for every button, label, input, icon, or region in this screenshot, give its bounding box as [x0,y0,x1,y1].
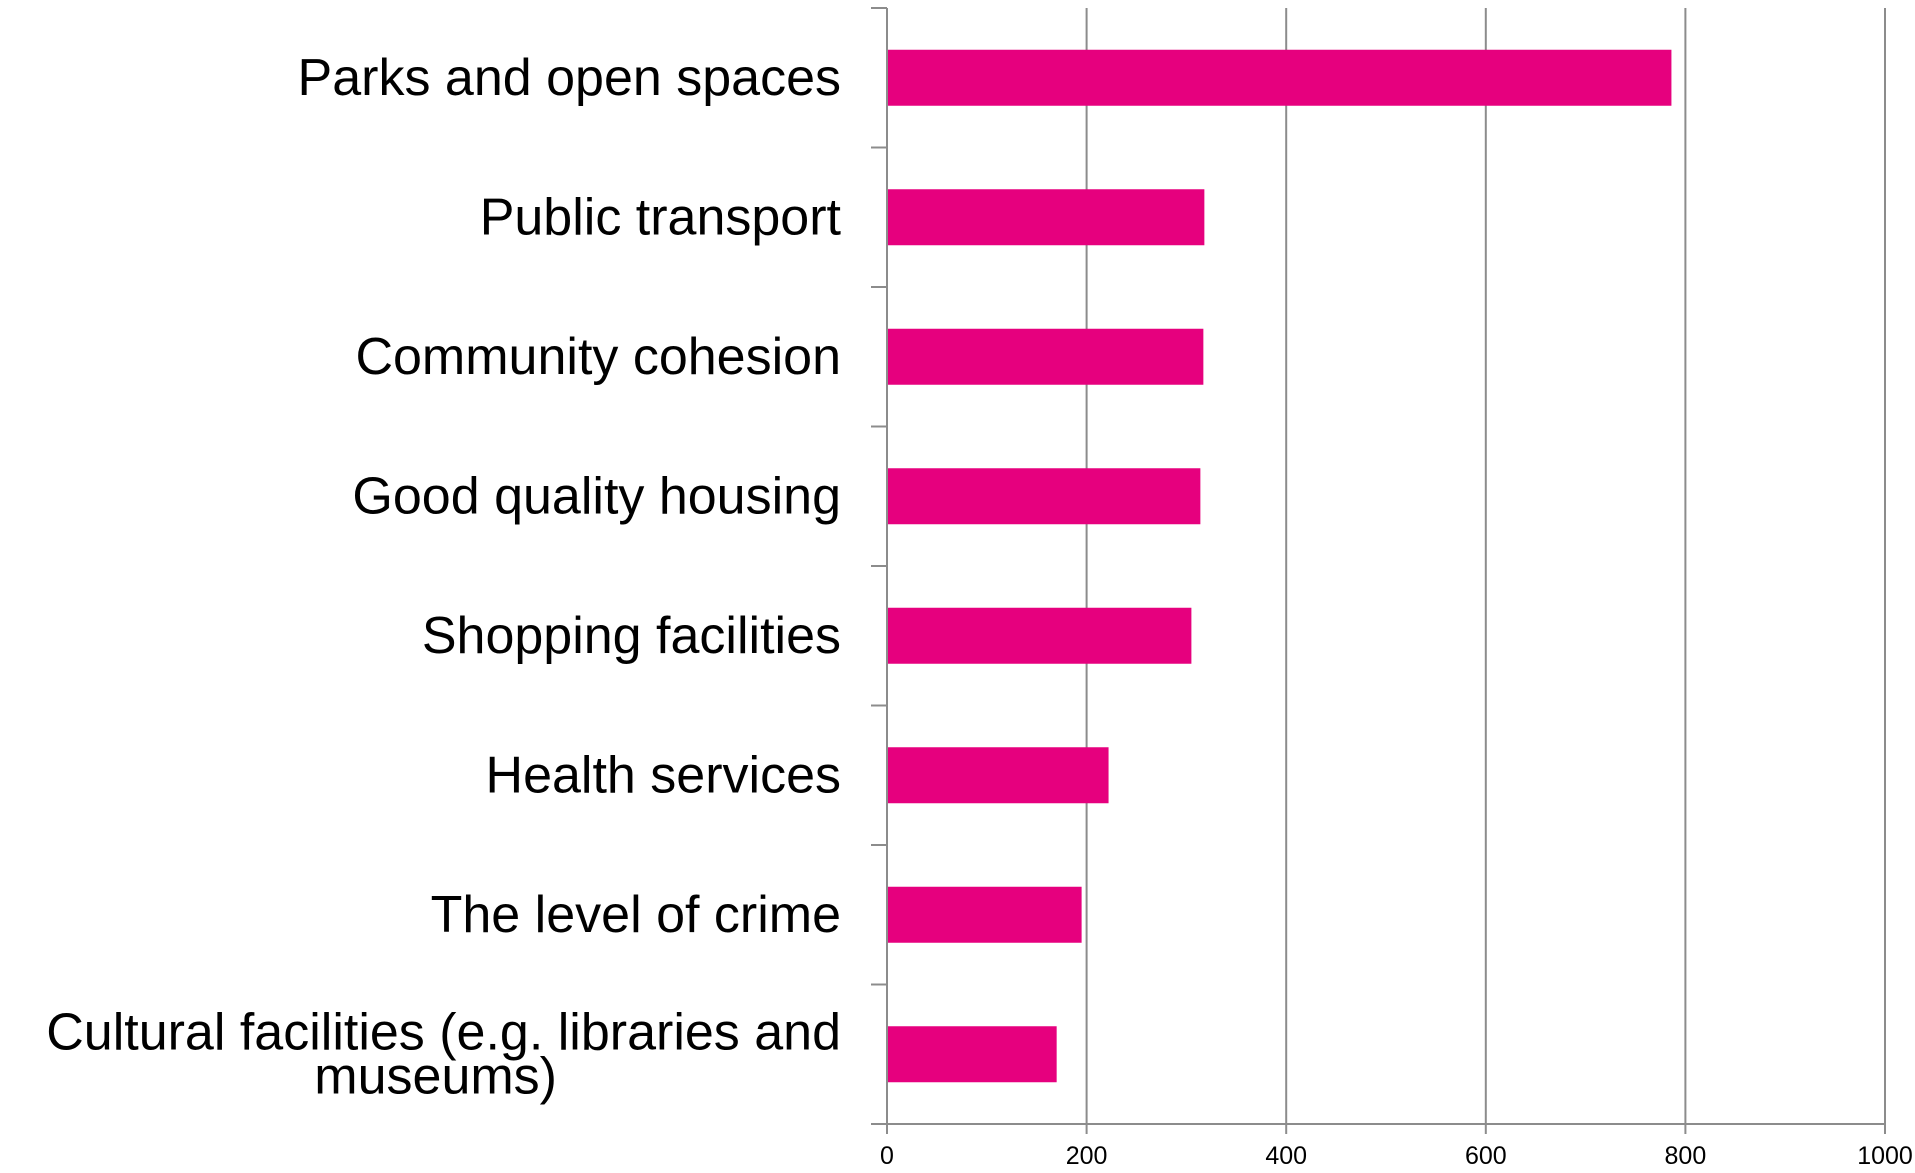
category-label-line: Parks and open spaces [298,49,841,107]
x-tick-label: 0 [880,1142,894,1170]
gridlines [1085,8,1886,1124]
x-tick-label: 200 [1066,1142,1108,1170]
x-tick-label: 800 [1665,1142,1707,1170]
bars [887,49,1672,1083]
bar [887,189,1205,246]
category-label-line: Health services [486,746,841,804]
bar [887,747,1109,804]
bar [887,468,1201,525]
category-label: Cultural facilities (e.g. libraries and m… [46,1003,841,1105]
bar [887,49,1672,106]
bar [887,607,1192,664]
category-label-line: Good quality housing [352,467,841,525]
category-label: Good quality housing [352,467,841,525]
category-label: The level of crime [431,886,841,944]
x-tick-label: 1000 [1857,1142,1913,1170]
category-labels: Parks and open spaces Public transport Com… [46,49,841,1106]
bar [887,328,1204,385]
tick-labels: 0 200 400 600 800 1000 [880,1142,1913,1170]
bar [887,1026,1057,1083]
x-tick-label: 400 [1265,1142,1307,1170]
category-label: Shopping facilities [422,607,841,665]
x-tick-label: 600 [1465,1142,1507,1170]
category-label: Public transport [480,188,842,246]
category-label-line: museums) [314,1047,557,1105]
axes [871,7,1886,1134]
category-label: Parks and open spaces [298,49,841,107]
category-label-line: Shopping facilities [422,607,841,665]
category-label: Community cohesion [355,328,841,386]
category-label-line: Cultural facilities (e.g. libraries and [46,1003,841,1061]
category-label: Health services [486,746,841,804]
category-label-line: The level of crime [431,886,841,944]
category-label-line: Community cohesion [355,328,841,386]
category-label-line: Public transport [480,188,842,246]
bar [887,886,1082,943]
